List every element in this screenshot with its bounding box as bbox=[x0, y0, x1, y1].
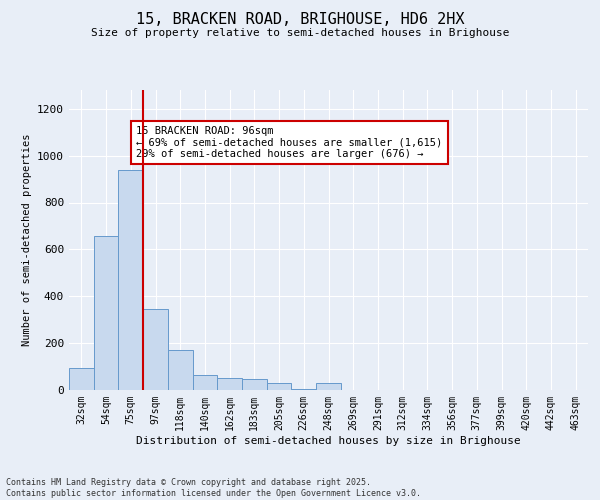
Bar bbox=[69, 368, 94, 390]
X-axis label: Distribution of semi-detached houses by size in Brighouse: Distribution of semi-detached houses by … bbox=[136, 436, 521, 446]
Text: 15 BRACKEN ROAD: 96sqm
← 69% of semi-detached houses are smaller (1,615)
29% of : 15 BRACKEN ROAD: 96sqm ← 69% of semi-det… bbox=[136, 126, 443, 159]
Y-axis label: Number of semi-detached properties: Number of semi-detached properties bbox=[22, 134, 32, 346]
Text: Size of property relative to semi-detached houses in Brighouse: Size of property relative to semi-detach… bbox=[91, 28, 509, 38]
Text: 15, BRACKEN ROAD, BRIGHOUSE, HD6 2HX: 15, BRACKEN ROAD, BRIGHOUSE, HD6 2HX bbox=[136, 12, 464, 28]
Bar bbox=[217, 378, 242, 390]
Bar bbox=[316, 383, 341, 390]
Bar bbox=[143, 309, 168, 390]
Bar bbox=[292, 389, 316, 390]
Text: Contains HM Land Registry data © Crown copyright and database right 2025.
Contai: Contains HM Land Registry data © Crown c… bbox=[6, 478, 421, 498]
Bar bbox=[118, 170, 143, 390]
Bar bbox=[242, 380, 267, 390]
Bar bbox=[267, 383, 292, 390]
Bar bbox=[168, 350, 193, 390]
Bar bbox=[193, 375, 217, 390]
Bar bbox=[94, 236, 118, 390]
